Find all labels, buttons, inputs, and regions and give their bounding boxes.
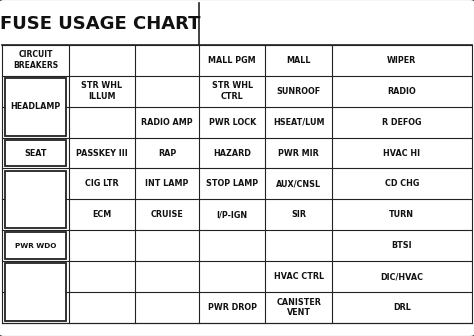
Text: PWR DROP: PWR DROP	[208, 303, 257, 312]
Text: INT LAMP: INT LAMP	[146, 179, 189, 188]
Bar	[5, 170, 66, 228]
Bar	[5, 233, 66, 259]
Text: CIG LTR: CIG LTR	[85, 179, 118, 188]
Text: CANISTER
VENT: CANISTER VENT	[276, 298, 321, 318]
Text: CIRCUIT
BREAKERS: CIRCUIT BREAKERS	[13, 50, 58, 70]
Text: STOP LAMP: STOP LAMP	[206, 179, 258, 188]
Text: DIC/HVAC: DIC/HVAC	[380, 272, 423, 281]
Text: PWR WDO: PWR WDO	[15, 243, 56, 249]
Text: PASSKEY III: PASSKEY III	[76, 149, 128, 158]
Text: HSEAT/LUM: HSEAT/LUM	[273, 118, 324, 127]
Text: HVAC HI: HVAC HI	[383, 149, 420, 158]
Text: SIR: SIR	[291, 210, 306, 219]
Text: HVAC CTRL: HVAC CTRL	[273, 272, 324, 281]
Text: MALL PGM: MALL PGM	[209, 56, 256, 65]
Text: ECM: ECM	[92, 210, 111, 219]
Text: SUNROOF: SUNROOF	[276, 87, 321, 96]
Text: STR WHL
CTRL: STR WHL CTRL	[212, 81, 253, 101]
Text: R DEFOG: R DEFOG	[382, 118, 421, 127]
Text: PWR MIR: PWR MIR	[278, 149, 319, 158]
Text: CRUISE: CRUISE	[151, 210, 183, 219]
Text: FUSE USAGE CHART: FUSE USAGE CHART	[0, 15, 201, 33]
Text: HAZARD: HAZARD	[213, 149, 251, 158]
Text: CD CHG: CD CHG	[384, 179, 419, 188]
Text: MALL: MALL	[286, 56, 311, 65]
Text: PWR LOCK: PWR LOCK	[209, 118, 256, 127]
Text: WIPER: WIPER	[387, 56, 416, 65]
Text: I/P-IGN: I/P-IGN	[217, 210, 248, 219]
Text: TURN: TURN	[389, 210, 414, 219]
Text: HEADLAMP: HEADLAMP	[10, 102, 61, 111]
Text: RADIO: RADIO	[387, 87, 416, 96]
Text: STR WHL
ILLUM: STR WHL ILLUM	[82, 81, 122, 101]
Text: RADIO AMP: RADIO AMP	[141, 118, 193, 127]
Text: BTSI: BTSI	[392, 241, 412, 250]
Text: SEAT: SEAT	[24, 149, 47, 158]
Text: RAP: RAP	[158, 149, 176, 158]
Text: DRL: DRL	[393, 303, 410, 312]
Bar	[5, 139, 66, 166]
Bar	[5, 78, 66, 135]
Text: AUX/CNSL: AUX/CNSL	[276, 179, 321, 188]
Bar	[5, 263, 66, 321]
